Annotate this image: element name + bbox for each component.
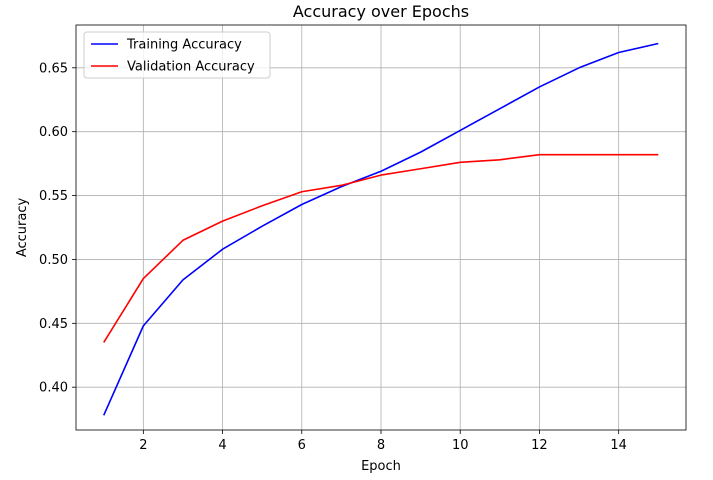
grid (76, 25, 686, 430)
x-axis-label: Epoch (361, 459, 401, 474)
legend-entry-label: Validation Accuracy (127, 60, 255, 75)
x-tick-label: 6 (298, 438, 306, 453)
y-tick-label: 0.45 (39, 317, 68, 332)
y-tick-label: 0.40 (39, 381, 68, 396)
legend-box (83, 31, 271, 79)
y-tick-label: 0.65 (39, 61, 68, 76)
x-tick-label: 10 (452, 438, 469, 453)
chart-title: Accuracy over Epochs (293, 2, 469, 21)
x-axis-ticks: 2 4 6 8 10 12 14 (139, 430, 627, 453)
x-tick-label: 4 (218, 438, 226, 453)
y-tick-label: 0.55 (39, 189, 68, 204)
series-lines (102, 42, 659, 416)
y-axis-label: Accuracy (15, 198, 30, 258)
x-tick-label: 14 (610, 438, 627, 453)
x-tick-label: 8 (377, 438, 385, 453)
x-tick-label: 2 (139, 438, 147, 453)
y-axis-ticks: 0.40 0.45 0.50 0.55 0.60 0.65 (39, 61, 76, 396)
legend-entry-label: Training Accuracy (126, 38, 242, 53)
legend: Training Accuracy Validation Accuracy (83, 31, 271, 79)
y-tick-label: 0.50 (39, 253, 68, 268)
series-line-validation-accuracy (103, 153, 659, 343)
series-line-training-accuracy (102, 42, 659, 416)
x-tick-label: 12 (531, 438, 548, 453)
y-tick-label: 0.60 (39, 125, 68, 140)
